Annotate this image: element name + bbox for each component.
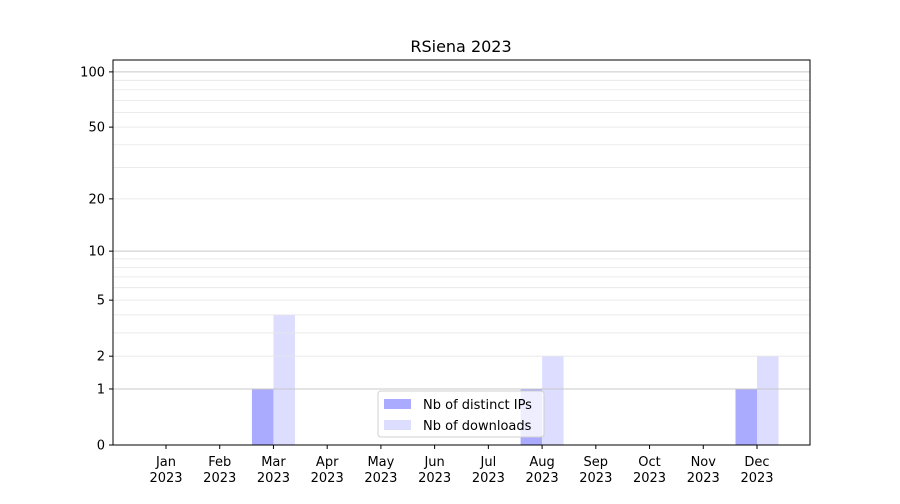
x-tick-label: May 2023 [364, 455, 397, 486]
legend-label: Nb of distinct IPs [423, 398, 532, 413]
bar-downloads [273, 314, 295, 445]
y-tick-label: 2 [97, 350, 105, 365]
x-tick-label: Nov 2023 [687, 455, 720, 486]
y-tick-label: 0 [97, 439, 105, 454]
x-tick-label: Dec 2023 [740, 455, 773, 486]
bar-ips [251, 388, 274, 445]
bar-downloads [757, 356, 779, 445]
x-tick-label: Apr 2023 [311, 455, 344, 486]
y-tick-label: 5 [97, 294, 105, 309]
y-tick-label: 100 [80, 65, 105, 80]
y-tick-label: 1 [97, 382, 105, 397]
x-tick-label: Feb 2023 [203, 455, 236, 486]
x-tick-label: Sep 2023 [579, 455, 612, 486]
x-tick-label: Jun 2023 [418, 455, 451, 486]
x-tick-label: Jul 2023 [472, 455, 505, 486]
y-tick-label: 10 [88, 245, 105, 260]
x-tick-label: Oct 2023 [633, 455, 666, 486]
plot-frame [112, 59, 811, 446]
legend-box [377, 390, 545, 438]
y-tick-label: 50 [88, 121, 105, 136]
x-tick-label: Mar 2023 [257, 455, 290, 486]
bar-downloads [542, 356, 564, 445]
legend-swatch [384, 420, 411, 430]
legend-swatch [384, 399, 411, 409]
bar-ips [735, 388, 757, 445]
y-tick-label: 20 [88, 192, 105, 207]
chart-title: RSiena 2023 [410, 37, 511, 56]
x-tick-label: Aug 2023 [526, 455, 559, 486]
x-tick-label: Jan 2023 [149, 455, 182, 486]
legend-label: Nb of downloads [423, 419, 532, 434]
